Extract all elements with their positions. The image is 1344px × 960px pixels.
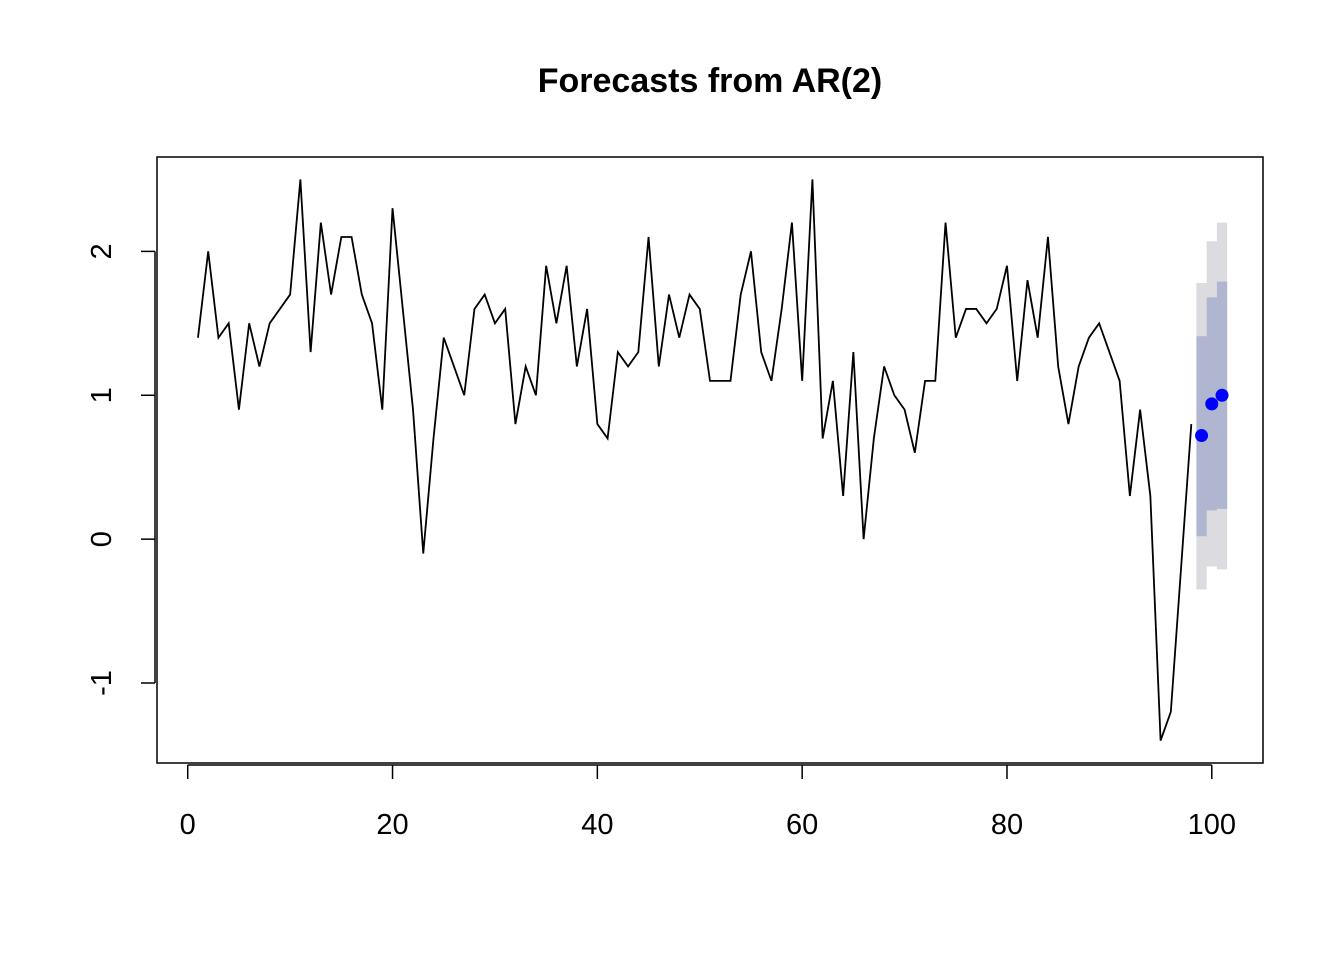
x-axis: 0 20 40 60 80 100 — [180, 764, 1236, 841]
x-tick-label: 20 — [376, 809, 408, 841]
series-group — [197, 179, 1193, 741]
forecast-points — [1195, 388, 1229, 443]
forecast-point — [1195, 429, 1209, 443]
forecast-point — [1205, 397, 1219, 411]
x-tick-label: 60 — [786, 809, 818, 841]
y-tick-label: 1 — [86, 387, 118, 403]
y-tick-label: 0 — [86, 531, 118, 547]
x-tick-label: 100 — [1188, 809, 1236, 841]
y-tick-label: -1 — [86, 670, 118, 696]
chart-title: Forecasts from AR(2) — [538, 62, 882, 100]
y-axis: -1 0 1 2 — [86, 243, 156, 696]
series-line — [197, 179, 1193, 741]
plot-frame — [156, 156, 1264, 764]
y-tick-label: 2 — [86, 243, 118, 259]
x-tick-label: 40 — [581, 809, 613, 841]
x-tick-label: 80 — [991, 809, 1023, 841]
forecast-point — [1215, 388, 1229, 402]
x-tick-label: 0 — [180, 809, 196, 841]
